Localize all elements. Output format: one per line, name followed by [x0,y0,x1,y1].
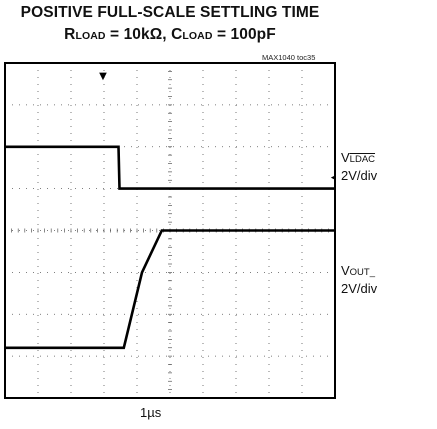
rload-subscript: LOAD [75,30,106,42]
channel-offset-marker: ◂ [331,173,336,183]
chart-title: POSITIVE FULL-SCALE SETTLING TIME [20,4,320,21]
vldac-scale: 2V/div [341,168,378,183]
rload-value: = 10kΩ, [105,26,172,43]
vout-prefix: V [341,263,350,278]
cload-symbol: C [171,26,183,43]
trigger-marker: ▼ [99,71,107,82]
vldac-prefix: V [341,150,350,165]
vout-subscript: OUT_ [349,267,376,278]
series-label-vldac: VLDAC 2V/div [341,150,377,184]
cload-subscript: LOAD [182,30,213,42]
trace-vldac [5,145,335,190]
trace-vout [5,229,335,350]
chart-subtitle: RLOAD = 10kΩ, CLOAD = 100pF [0,26,340,44]
series-label-vout: VOUT_ 2V/div [341,263,377,297]
vout-scale: 2V/div [341,281,378,296]
cload-value: = 100pF [212,26,276,43]
vldac-subscript: LDAC [349,154,376,165]
time-scale-label: 1µs [140,405,162,420]
rload-symbol: R [64,26,76,43]
figure-id: MAX1040 toc35 [262,53,316,62]
